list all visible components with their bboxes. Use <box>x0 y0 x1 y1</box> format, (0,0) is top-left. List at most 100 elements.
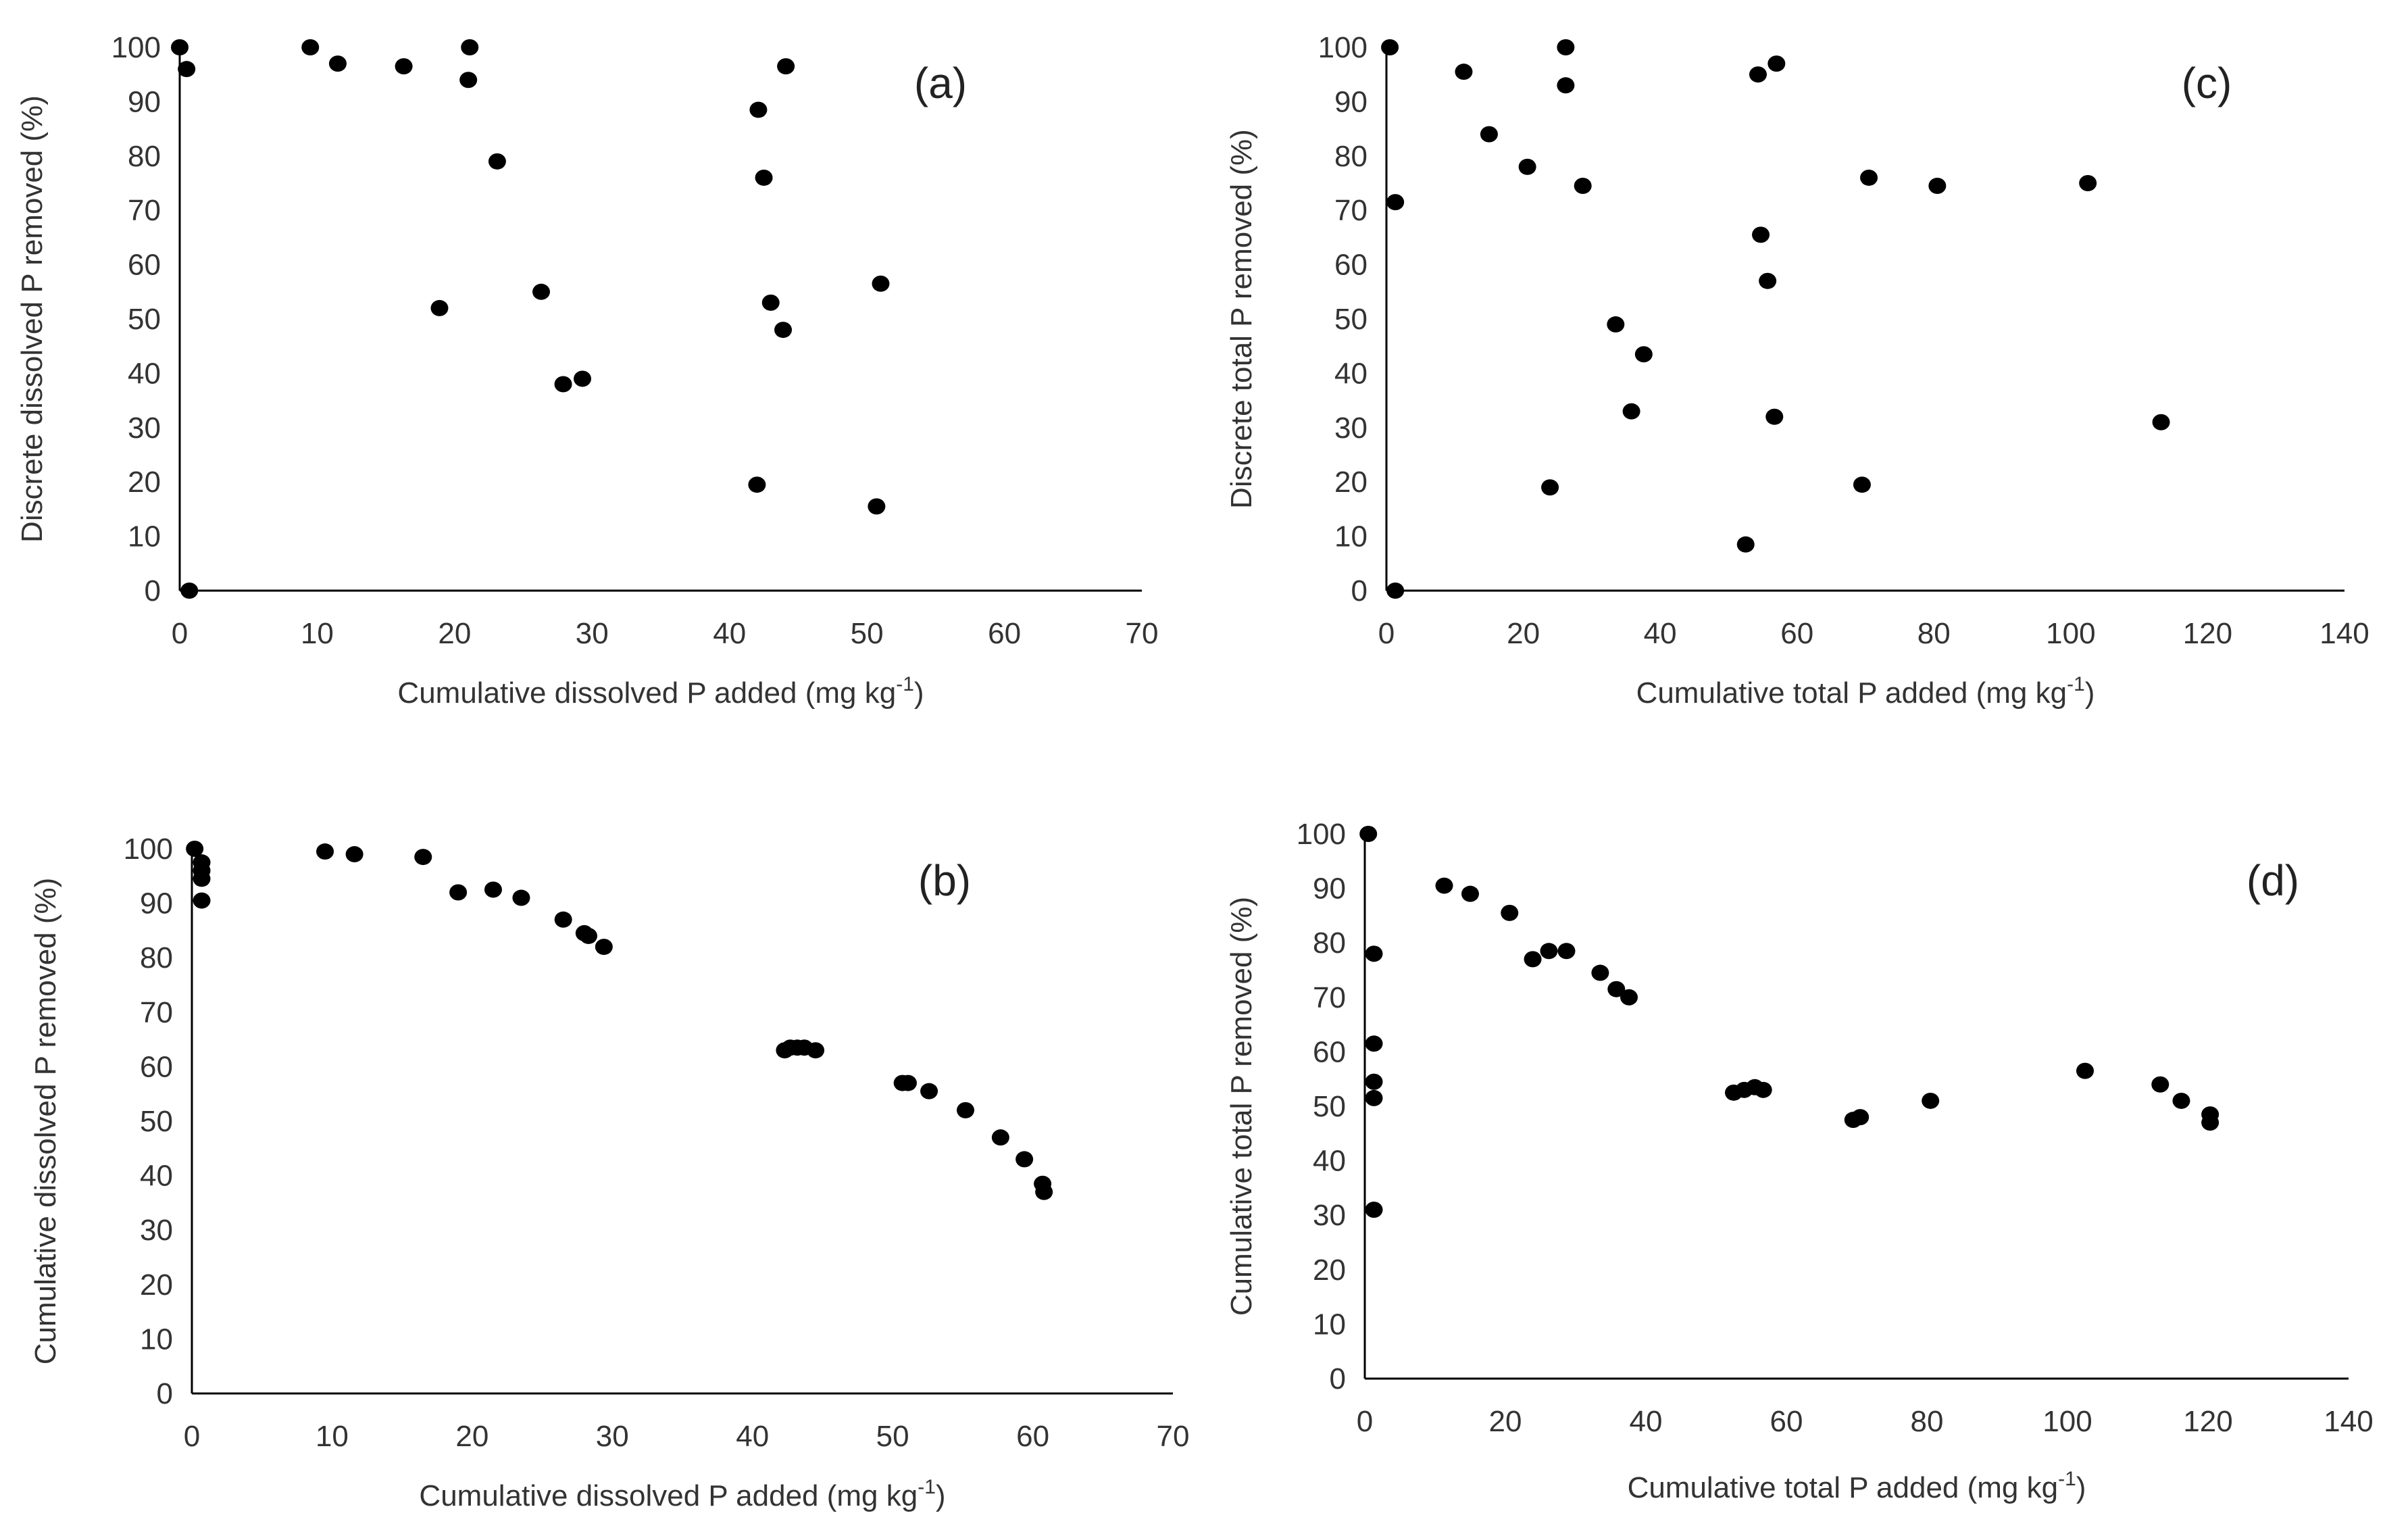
data-point <box>1634 346 1653 363</box>
x-tick-label: 40 <box>713 617 746 650</box>
x-tick-label: 80 <box>1911 1405 1944 1438</box>
data-point <box>574 370 592 387</box>
data-point <box>920 1083 938 1099</box>
y-tick-label: 40 <box>1334 357 1368 390</box>
data-point <box>1749 66 1767 83</box>
panel-label: (a) <box>914 59 967 107</box>
panel-b: 0 10 20 30 40 50 60 70 80 90 100 0 10 20 30 40 50 60 70 Cum… <box>29 833 1189 1512</box>
data-point <box>1035 1183 1053 1200</box>
y-tick-label: 30 <box>1313 1199 1346 1232</box>
x-tick-label: 20 <box>1489 1405 1522 1438</box>
data-point <box>459 72 478 89</box>
x-axis-label-end: ) <box>914 676 924 710</box>
y-tick-label: 0 <box>145 574 161 608</box>
x-tick-label: 0 <box>1378 617 1395 650</box>
data-point <box>807 1042 825 1059</box>
y-tick-label: 100 <box>1318 31 1368 64</box>
x-tick-label: 20 <box>438 617 471 650</box>
x-tick-label: 30 <box>596 1420 629 1453</box>
x-tick-label: 50 <box>876 1420 909 1453</box>
y-tick-label: 10 <box>140 1323 173 1356</box>
y-tick-label: 0 <box>157 1377 173 1410</box>
y-tick-label: 30 <box>128 412 161 445</box>
x-axis-label: Cumulative total P added (mg kg-1) <box>1636 673 2095 710</box>
y-tick-label: 30 <box>1334 412 1368 445</box>
data-point <box>1359 826 1378 842</box>
x-tick-label: 0 <box>172 617 188 650</box>
x-tick-label: 0 <box>184 1420 200 1453</box>
x-tick-label: 100 <box>2042 1405 2092 1438</box>
y-tick-label: 100 <box>1297 818 1346 851</box>
data-point <box>1928 178 1947 195</box>
data-point <box>1574 178 1592 195</box>
x-tick-label: 70 <box>1126 617 1159 650</box>
data-point <box>1851 1109 1870 1126</box>
y-tick-label: 70 <box>1334 194 1368 227</box>
y-tick-label: 80 <box>1334 140 1368 173</box>
y-axis-label: Cumulative dissolved P removed (%) <box>29 878 62 1365</box>
y-tick-label: 0 <box>1330 1362 1346 1395</box>
x-tick-label: 30 <box>576 617 609 650</box>
data-point <box>1365 945 1383 962</box>
y-tick-label: 40 <box>128 357 161 390</box>
data-point <box>1620 989 1638 1006</box>
data-point <box>1754 1081 1772 1098</box>
data-point <box>1622 403 1640 420</box>
data-point <box>180 583 199 599</box>
data-point <box>749 101 768 118</box>
data-point <box>872 275 890 292</box>
data-point <box>774 322 793 339</box>
data-point <box>193 870 211 887</box>
data-point <box>1759 272 1777 289</box>
data-point <box>488 153 506 170</box>
data-point <box>328 55 347 72</box>
x-tick-label: 50 <box>851 617 884 650</box>
y-tick-label: 50 <box>1313 1090 1346 1123</box>
y-axis-label: Cumulative total P removed (%) <box>1225 897 1258 1316</box>
data-point <box>2076 1062 2094 1079</box>
data-point <box>512 889 530 906</box>
data-point <box>777 58 795 75</box>
y-tick-label: 50 <box>128 303 161 336</box>
panel-d: 0 10 20 30 40 50 60 70 80 90 100 0 20 40 60 80 100 120 140… <box>1225 818 2374 1504</box>
x-tick-label: 40 <box>1644 617 1677 650</box>
data-point <box>532 283 551 300</box>
data-point <box>1365 1202 1383 1218</box>
y-tick-label: 10 <box>1313 1308 1346 1341</box>
x-axis-label-superscript: -1 <box>2058 1468 2076 1490</box>
data-point <box>1607 316 1625 333</box>
data-point <box>395 58 413 75</box>
y-tick-label: 80 <box>1313 926 1346 960</box>
x-tick-label: 140 <box>2319 617 2369 650</box>
data-point <box>316 843 334 860</box>
x-tick-label: 10 <box>301 617 334 650</box>
data-point <box>1541 479 1559 496</box>
x-axis-label-end: ) <box>936 1479 946 1512</box>
data-point <box>1860 169 1878 186</box>
y-tick-label: 60 <box>1313 1035 1346 1068</box>
x-tick-label: 120 <box>2183 1405 2232 1438</box>
x-tick-label: 10 <box>316 1420 349 1453</box>
x-tick-label: 60 <box>1770 1405 1803 1438</box>
x-tick-label: 20 <box>455 1420 488 1453</box>
data-point <box>430 299 449 316</box>
data-point <box>1386 194 1405 211</box>
y-axis-label: Discrete dissolved P removed (%) <box>16 95 49 543</box>
x-tick-label: 20 <box>1507 617 1540 650</box>
data-point <box>1922 1092 1940 1109</box>
data-point <box>1381 39 1399 55</box>
data-point <box>171 39 189 55</box>
x-axis-label-main: Cumulative total P added (mg kg <box>1628 1471 2059 1504</box>
x-tick-label: 140 <box>2324 1405 2373 1438</box>
data-point <box>991 1129 1009 1146</box>
y-tick-label: 50 <box>1334 303 1368 336</box>
data-point <box>755 169 773 186</box>
data-point <box>461 39 479 55</box>
y-tick-label: 60 <box>128 249 161 282</box>
data-point <box>1765 408 1784 425</box>
x-tick-label: 60 <box>1780 617 1813 650</box>
data-point <box>595 939 613 956</box>
data-point <box>2079 175 2097 191</box>
x-tick-label: 100 <box>2046 617 2095 650</box>
